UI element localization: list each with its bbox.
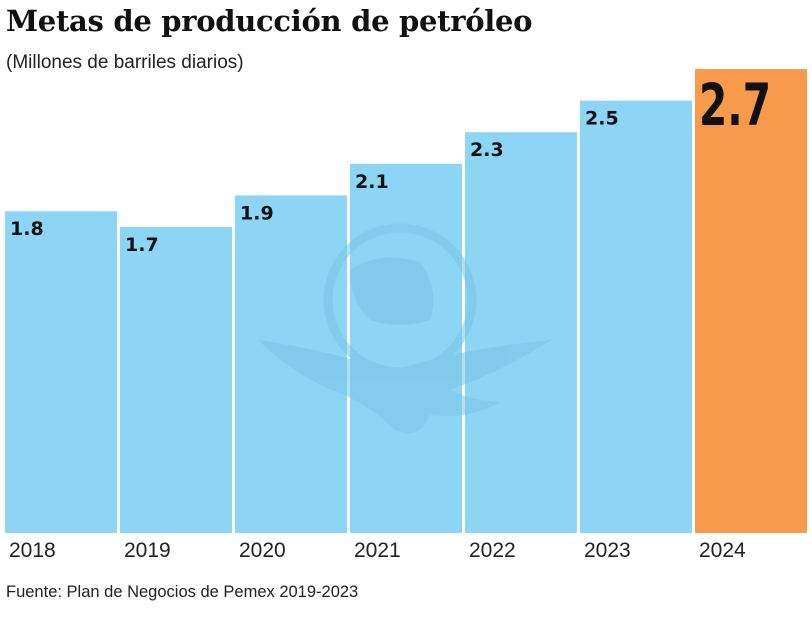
chart-subtitle: (Millones de barriles diarios) (6, 52, 244, 73)
value-label-2021: 2.1 (355, 171, 389, 193)
value-label-2023: 2.5 (585, 108, 619, 130)
category-label-2020: 2020 (239, 539, 286, 562)
value-label-2019: 1.7 (125, 234, 159, 256)
category-label-2022: 2022 (469, 539, 516, 562)
category-label-2021: 2021 (354, 539, 401, 562)
value-label-2024: 2.7 (699, 73, 771, 140)
value-label-2018: 1.8 (10, 218, 44, 240)
bar-2019 (120, 227, 232, 533)
pemex-eagle-watermark (258, 223, 552, 433)
category-label-2024: 2024 (699, 539, 746, 562)
bar-2024 (695, 69, 807, 533)
category-label-2023: 2023 (584, 539, 631, 562)
bar-2022 (465, 132, 577, 533)
bar-2018 (5, 211, 117, 533)
value-label-2022: 2.3 (470, 139, 504, 161)
bar-2021 (350, 163, 462, 534)
bar-2023 (580, 100, 692, 533)
value-label-2020: 1.9 (240, 202, 274, 224)
category-label-2019: 2019 (124, 539, 171, 562)
category-label-2018: 2018 (9, 539, 56, 562)
chart-title: Metas de producción de petróleo (6, 4, 533, 38)
chart-source: Fuente: Plan de Negocios de Pemex 2019-2… (6, 583, 359, 601)
